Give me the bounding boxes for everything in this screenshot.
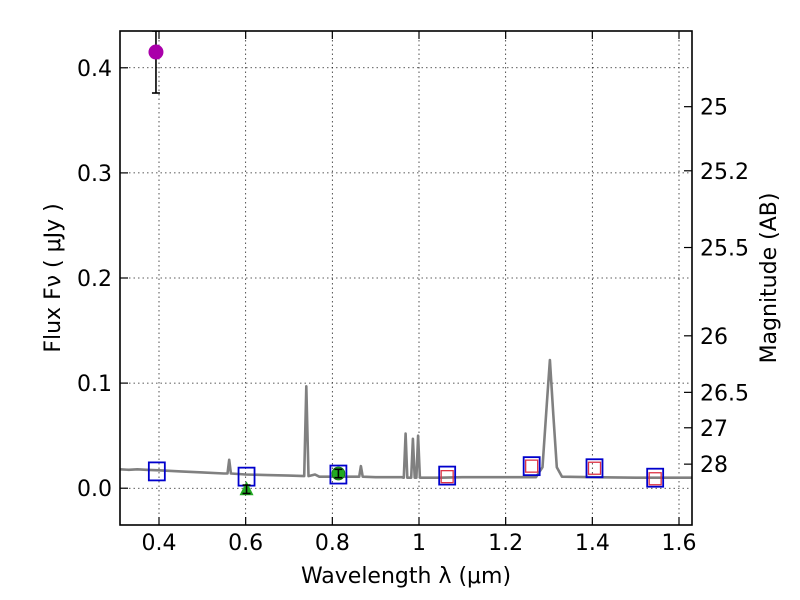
mag-tick-label: 25.5 <box>700 237 749 262</box>
mag-tick-label: 25.2 <box>700 160 749 185</box>
mag-tick-label: 27 <box>700 417 728 442</box>
x-tick-label: 1.6 <box>662 531 697 556</box>
tick-marks <box>120 31 692 525</box>
tick-labels: 0.4 0.6 0.8 1 1.2 1.4 1.6 0.0 0.1 0.2 0.3 0.4 25 25.2… <box>77 57 749 556</box>
x-axis-label: Wavelength λ (μm) <box>301 564 511 589</box>
x-tick-label: 0.6 <box>228 531 263 556</box>
y2-axis-label: Magnitude (AB) <box>757 193 782 364</box>
plot-data <box>120 31 692 496</box>
model-spectrum-line <box>120 358 692 479</box>
observed-nir-square <box>587 461 602 475</box>
mag-tick-label: 25 <box>700 96 728 121</box>
model-photometry-square <box>147 461 166 482</box>
observed-nir-square <box>525 459 539 473</box>
y-tick-label: 0.4 <box>77 57 112 82</box>
model-photometry-square <box>329 464 348 485</box>
y-tick-label: 0.3 <box>77 162 112 187</box>
model-photometry-square <box>646 467 665 488</box>
x-tick-label: 1.2 <box>488 531 523 556</box>
bright-point <box>148 44 164 60</box>
grid <box>120 31 692 525</box>
observed-nir-square <box>440 470 454 484</box>
y-tick-label: 0.0 <box>77 477 112 502</box>
model-photometry-square <box>522 456 541 477</box>
y-axis-label: Flux Fν ( μJy ) <box>41 203 66 352</box>
model-photometry-square <box>585 458 604 479</box>
x-tick-label: 0.8 <box>315 531 350 556</box>
mag-tick-label: 26 <box>700 325 728 350</box>
model-photometry-square <box>438 465 457 486</box>
y-tick-label: 0.1 <box>77 372 112 397</box>
x-tick-label: 1.4 <box>575 531 610 556</box>
mag-tick-label: 26.5 <box>700 381 749 406</box>
x-tick-label: 1 <box>412 531 426 556</box>
y-tick-label: 0.2 <box>77 267 112 292</box>
x-tick-label: 0.4 <box>142 531 177 556</box>
mag-tick-label: 28 <box>700 453 728 478</box>
observed-nir-square <box>648 472 662 486</box>
